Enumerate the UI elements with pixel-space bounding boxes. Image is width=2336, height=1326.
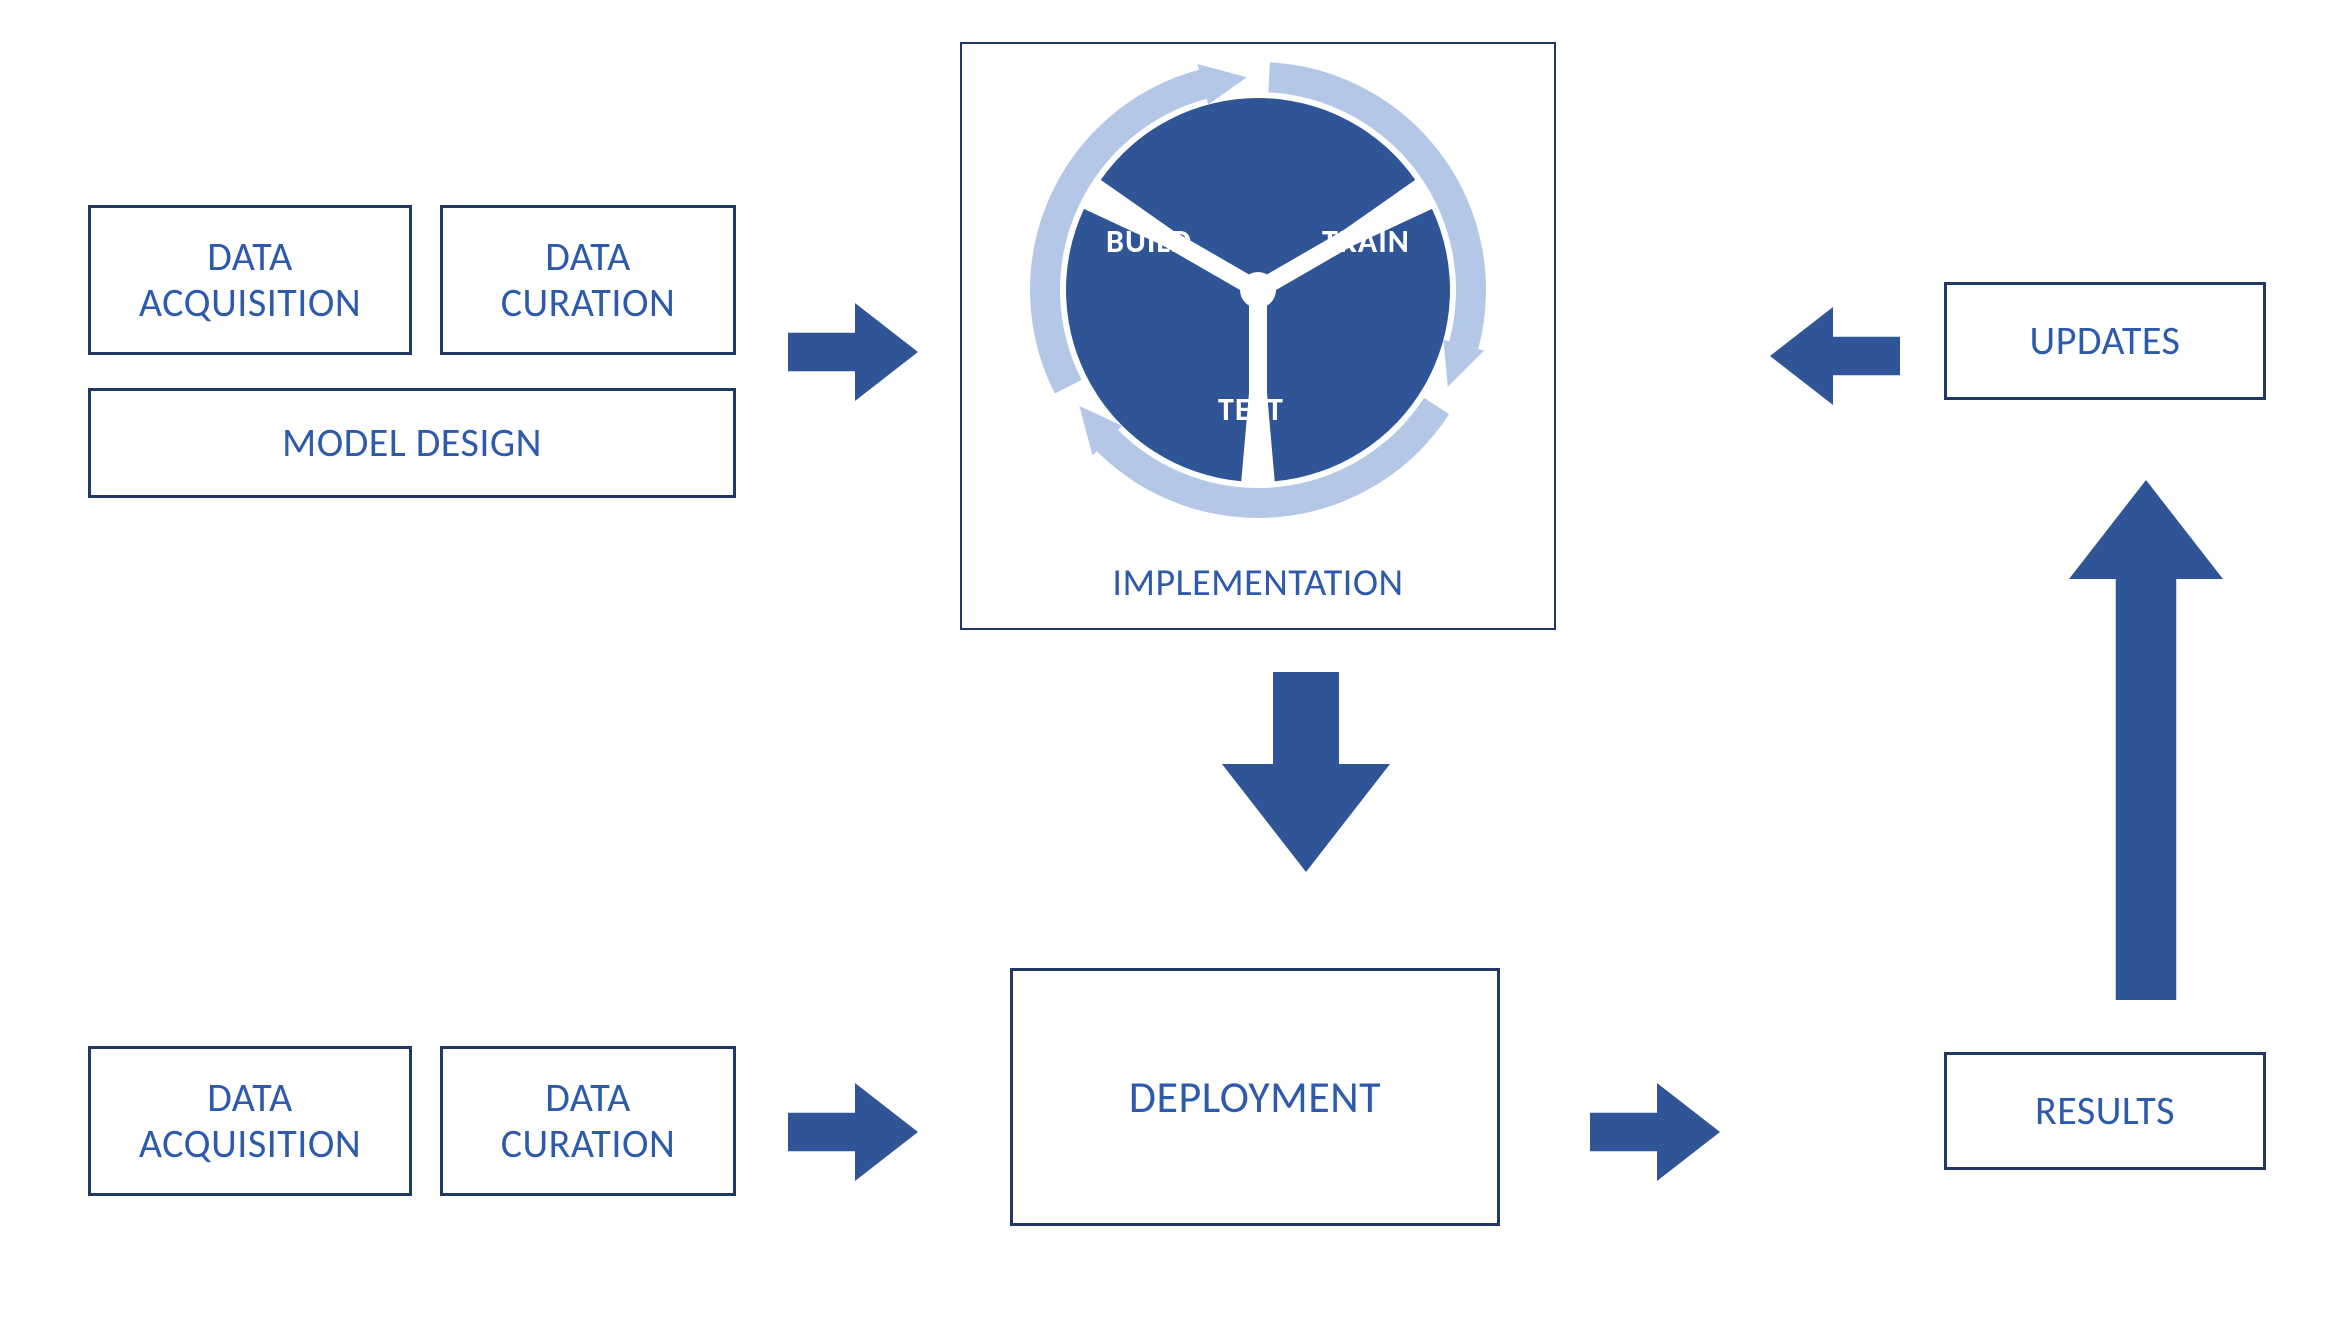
results: RESULTS	[1944, 1052, 2266, 1170]
implementation-cycle	[990, 22, 1526, 558]
cycle-train-label: TRAIN	[1322, 222, 1410, 261]
deployment: DEPLOYMENT	[1010, 968, 1500, 1226]
data_acq_bot: DATAACQUISITION	[88, 1046, 412, 1196]
data_acq_top-label: DATAACQUISITION	[139, 234, 361, 326]
arrow-impl_down	[1210, 672, 1402, 872]
deployment-label: DEPLOYMENT	[1129, 1072, 1381, 1123]
model_design-label: MODEL DESIGN	[282, 420, 542, 466]
data_cur_top-label: DATACURATION	[501, 234, 676, 326]
model_design: MODEL DESIGN	[88, 388, 736, 498]
updates-label: UPDATES	[2030, 318, 2181, 364]
results-label: RESULTS	[2035, 1088, 2175, 1134]
data_cur_bot: DATACURATION	[440, 1046, 736, 1196]
arrow-to_deploy	[788, 1076, 918, 1188]
cycle-test-label: TEST	[1218, 390, 1284, 429]
data_acq_bot-label: DATAACQUISITION	[139, 1075, 361, 1167]
cycle-build-label: BUILD	[1106, 222, 1192, 261]
data_acq_top: DATAACQUISITION	[88, 205, 412, 355]
updates: UPDATES	[1944, 282, 2266, 400]
implementation-label: IMPLEMENTATION	[960, 560, 1556, 620]
arrow-to_impl	[788, 296, 918, 408]
data_cur_bot-label: DATACURATION	[501, 1075, 676, 1167]
data_cur_top: DATACURATION	[440, 205, 736, 355]
arrow-results_up	[2058, 480, 2234, 1000]
arrow-from_updates	[1770, 300, 1900, 412]
arrow-to_results	[1590, 1076, 1720, 1188]
